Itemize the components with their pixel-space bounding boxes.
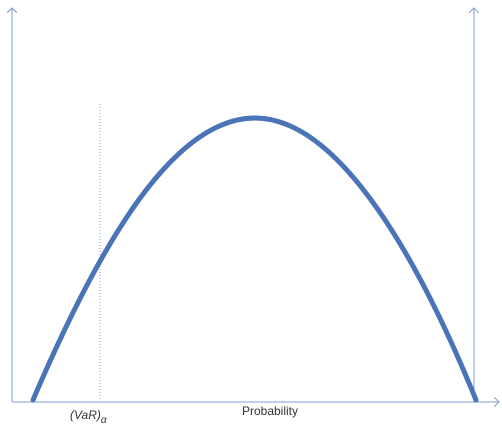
- curve: [30, 115, 479, 403]
- x-axis-label: Probability: [242, 404, 298, 418]
- var-label: (VaR)α: [70, 408, 107, 426]
- var-text: (VaR): [70, 408, 101, 422]
- alpha-subscript: α: [101, 415, 107, 426]
